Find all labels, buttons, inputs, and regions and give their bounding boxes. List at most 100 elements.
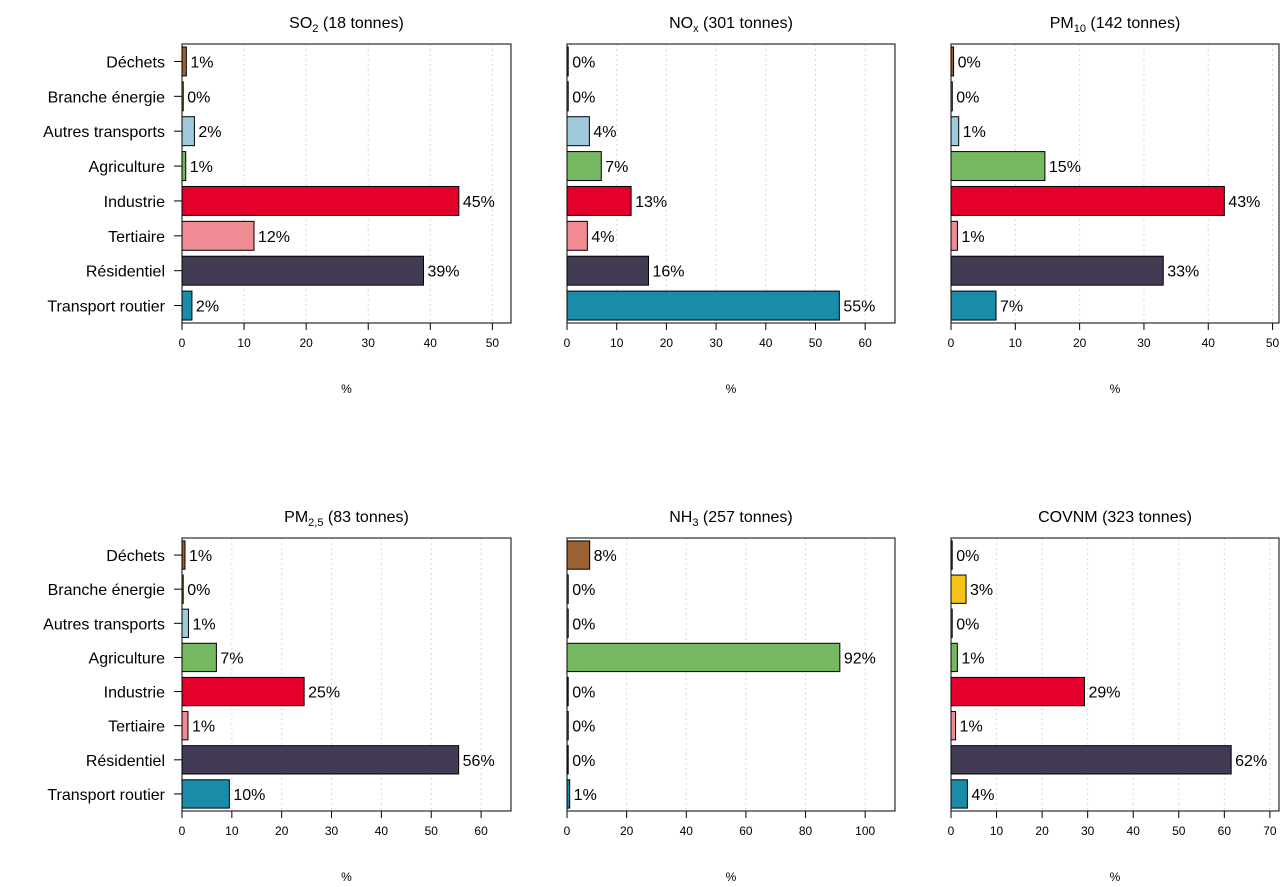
data-label-branche-energie: 0% bbox=[572, 89, 595, 106]
data-label-dechets: 0% bbox=[572, 54, 595, 71]
data-label-residentiel: 62% bbox=[1235, 753, 1267, 770]
data-label-autres-transports: 2% bbox=[198, 124, 221, 141]
x-tick-label: 30 bbox=[325, 824, 339, 838]
x-tick-label: 70 bbox=[1263, 824, 1277, 838]
bar-industrie bbox=[950, 185, 1225, 216]
bar-transport-routier bbox=[181, 290, 193, 321]
chart-title-rest: (257 tonnes) bbox=[698, 509, 792, 526]
data-label-industrie: 29% bbox=[1088, 685, 1120, 702]
x-tick-label: 0 bbox=[179, 336, 186, 350]
bar-residentiel bbox=[181, 745, 460, 775]
plot-frame bbox=[950, 537, 1280, 812]
x-tick-label: 50 bbox=[486, 336, 500, 350]
bar-agriculture bbox=[950, 151, 1046, 182]
bar-agriculture bbox=[950, 642, 958, 673]
x-tick-label: 30 bbox=[709, 336, 723, 350]
data-label-industrie: 0% bbox=[572, 685, 595, 702]
x-axis-label: % bbox=[1110, 382, 1121, 396]
x-tick-label: 10 bbox=[237, 336, 251, 350]
bar-agriculture bbox=[181, 151, 187, 182]
data-label-tertiaire: 4% bbox=[591, 229, 614, 246]
data-label-branche-energie: 0% bbox=[187, 582, 210, 599]
data-label-agriculture: 15% bbox=[1049, 159, 1081, 176]
data-label-branche-energie: 0% bbox=[572, 582, 595, 599]
category-label-tertiaire: Tertiaire bbox=[108, 229, 165, 246]
x-tick-label: 0 bbox=[948, 824, 955, 838]
chart-panel-5: 1% 0% 0% 0% 92% 0% 0% 8% 0 20 40 60 80 100% NH3 (257 t… bbox=[564, 509, 896, 884]
chart-title-subscript: 2 bbox=[312, 23, 318, 35]
plot-frame bbox=[950, 43, 1280, 324]
data-label-autres-transports: 1% bbox=[963, 124, 986, 141]
x-tick-label: 30 bbox=[1081, 824, 1095, 838]
category-label-branche-energie: Branche énergie bbox=[48, 582, 166, 599]
category-label-transport-routier: Transport routier bbox=[47, 299, 165, 316]
data-label-residentiel: 56% bbox=[463, 753, 495, 770]
x-tick-label: 60 bbox=[739, 824, 753, 838]
data-label-transport-routier: 7% bbox=[1000, 299, 1023, 316]
chart-title-main: SO bbox=[289, 15, 312, 32]
data-label-industrie: 25% bbox=[308, 685, 340, 702]
x-tick-label: 50 bbox=[1266, 336, 1280, 350]
x-tick-label: 40 bbox=[1202, 336, 1216, 350]
bar-tertiaire bbox=[566, 220, 588, 251]
x-tick-label: 20 bbox=[299, 336, 313, 350]
chart-title-main: COVNM (323 tonnes) bbox=[1038, 509, 1192, 526]
data-label-autres-transports: 1% bbox=[192, 616, 215, 633]
data-label-branche-energie: 0% bbox=[956, 89, 979, 106]
data-label-residentiel: 16% bbox=[653, 264, 685, 281]
bar-agriculture bbox=[566, 151, 602, 182]
bar-tertiaire bbox=[181, 220, 255, 251]
chart-title-main: NO bbox=[669, 15, 693, 32]
chart-title: SO2 (18 tonnes) bbox=[289, 15, 404, 35]
data-label-transport-routier: 2% bbox=[196, 299, 219, 316]
bar-autres-transports bbox=[181, 608, 189, 638]
chart-panel-2: 55% 16% 4% 13% 7% 4% 0% 0% 0 10 20 30 40 50 60% NOx (30… bbox=[564, 15, 896, 396]
chart-panel-6: 4% 62% 1% 29% 1% 0% 3% 0% 0 10 20 30 40 50 60 70% COVNM … bbox=[948, 509, 1280, 884]
data-label-agriculture: 7% bbox=[220, 650, 243, 667]
data-label-residentiel: 0% bbox=[572, 753, 595, 770]
x-tick-label: 60 bbox=[1218, 824, 1232, 838]
bar-dechets bbox=[566, 540, 591, 570]
data-label-dechets: 8% bbox=[594, 548, 617, 565]
x-tick-label: 20 bbox=[275, 824, 289, 838]
x-tick-label: 40 bbox=[1127, 824, 1141, 838]
bar-transport-routier bbox=[950, 779, 968, 809]
bar-autres-transports bbox=[566, 116, 590, 147]
data-label-tertiaire: 1% bbox=[192, 719, 215, 736]
x-tick-label: 20 bbox=[660, 336, 674, 350]
category-label-agriculture: Agriculture bbox=[89, 650, 166, 667]
x-tick-label: 50 bbox=[809, 336, 823, 350]
x-axis-label: % bbox=[726, 870, 737, 884]
bar-industrie bbox=[181, 676, 305, 707]
x-tick-label: 40 bbox=[759, 336, 773, 350]
data-label-agriculture: 7% bbox=[605, 159, 628, 176]
data-label-transport-routier: 55% bbox=[843, 299, 875, 316]
x-tick-label: 80 bbox=[799, 824, 813, 838]
data-label-agriculture: 1% bbox=[961, 650, 984, 667]
bar-residentiel bbox=[950, 255, 1164, 286]
x-tick-label: 0 bbox=[948, 336, 955, 350]
chart-panel-4: 10% Transport routier 56% Résidentiel 1% Tert… bbox=[43, 509, 512, 884]
x-tick-label: 20 bbox=[620, 824, 634, 838]
plot-frame bbox=[566, 43, 896, 324]
data-label-dechets: 1% bbox=[189, 548, 212, 565]
data-label-agriculture: 1% bbox=[190, 159, 213, 176]
data-label-residentiel: 39% bbox=[427, 264, 459, 281]
data-label-dechets: 1% bbox=[190, 54, 213, 71]
x-tick-label: 10 bbox=[1009, 336, 1023, 350]
data-label-autres-transports: 4% bbox=[593, 124, 616, 141]
data-label-autres-transports: 0% bbox=[572, 616, 595, 633]
category-label-industrie: Industrie bbox=[104, 194, 165, 211]
x-tick-label: 10 bbox=[990, 824, 1004, 838]
x-tick-label: 30 bbox=[362, 336, 376, 350]
chart-title: NH3 (257 tonnes) bbox=[669, 509, 793, 529]
chart-title: PM10 (142 tonnes) bbox=[1050, 15, 1181, 35]
bar-residentiel bbox=[566, 255, 650, 286]
bar-transport-routier bbox=[566, 290, 840, 321]
chart-title-rest: (142 tonnes) bbox=[1086, 15, 1180, 32]
bar-agriculture bbox=[181, 642, 217, 673]
data-label-industrie: 13% bbox=[635, 194, 667, 211]
x-axis-label: % bbox=[341, 870, 352, 884]
bar-agriculture bbox=[566, 642, 841, 673]
